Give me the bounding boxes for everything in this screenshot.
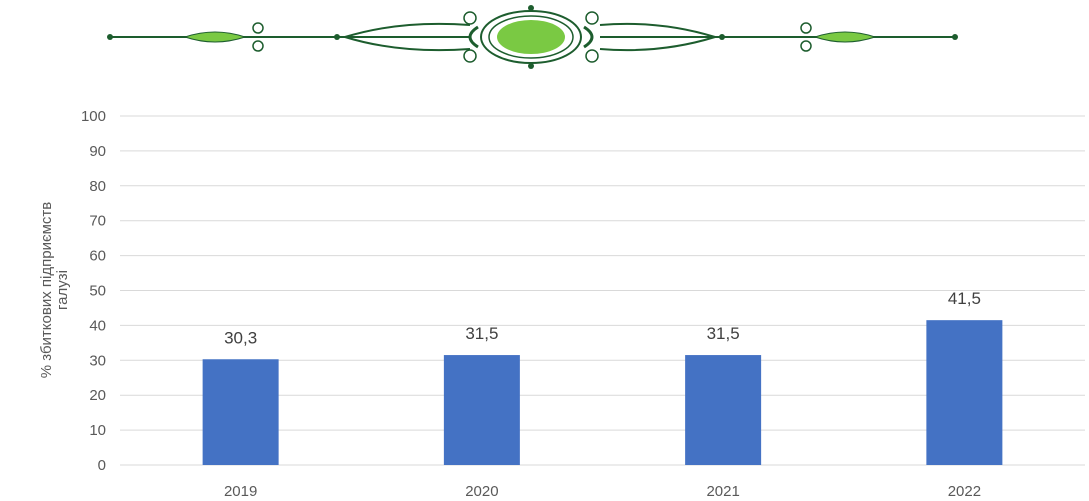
- bar: [685, 355, 762, 465]
- y-tick-label: 100: [81, 108, 106, 125]
- x-tick-label: 2022: [948, 483, 981, 500]
- y-tick-label: 40: [89, 317, 106, 334]
- y-axis-title-line-1: % збиткових підприємств: [38, 202, 55, 379]
- x-tick-label: 2020: [465, 483, 498, 500]
- y-tick-label: 90: [89, 143, 106, 160]
- data-label: 41,5: [948, 289, 981, 308]
- y-tick-label: 80: [89, 178, 106, 195]
- data-label: 31,5: [707, 324, 740, 343]
- data-label: 31,5: [465, 324, 498, 343]
- y-tick-label: 50: [89, 283, 106, 300]
- gridlines: [120, 115, 1085, 466]
- y-tick-label: 60: [89, 248, 106, 265]
- y-axis-title-line-2: галузі: [54, 270, 71, 310]
- x-tick-label: 2021: [706, 483, 739, 500]
- y-tick-label: 20: [89, 387, 106, 404]
- data-label: 30,3: [224, 328, 257, 347]
- bar: [443, 355, 520, 465]
- x-tick-label: 2019: [224, 483, 257, 500]
- bars: [202, 320, 1003, 465]
- data-labels: 30,3 31,5 31,5 41,5: [224, 289, 981, 347]
- decorative-vine-ornament-icon: [107, 5, 958, 69]
- y-tick-label: 10: [89, 422, 106, 439]
- x-axis-ticks: 2019 2020 2021 2022: [224, 483, 981, 500]
- y-axis-ticks: 0 10 20 30 40 50 60 70 80 90 100: [81, 108, 106, 474]
- y-tick-label: 0: [98, 457, 106, 474]
- bar: [202, 359, 279, 465]
- y-tick-label: 70: [89, 213, 106, 230]
- y-tick-label: 30: [89, 352, 106, 369]
- bar: [926, 320, 1003, 465]
